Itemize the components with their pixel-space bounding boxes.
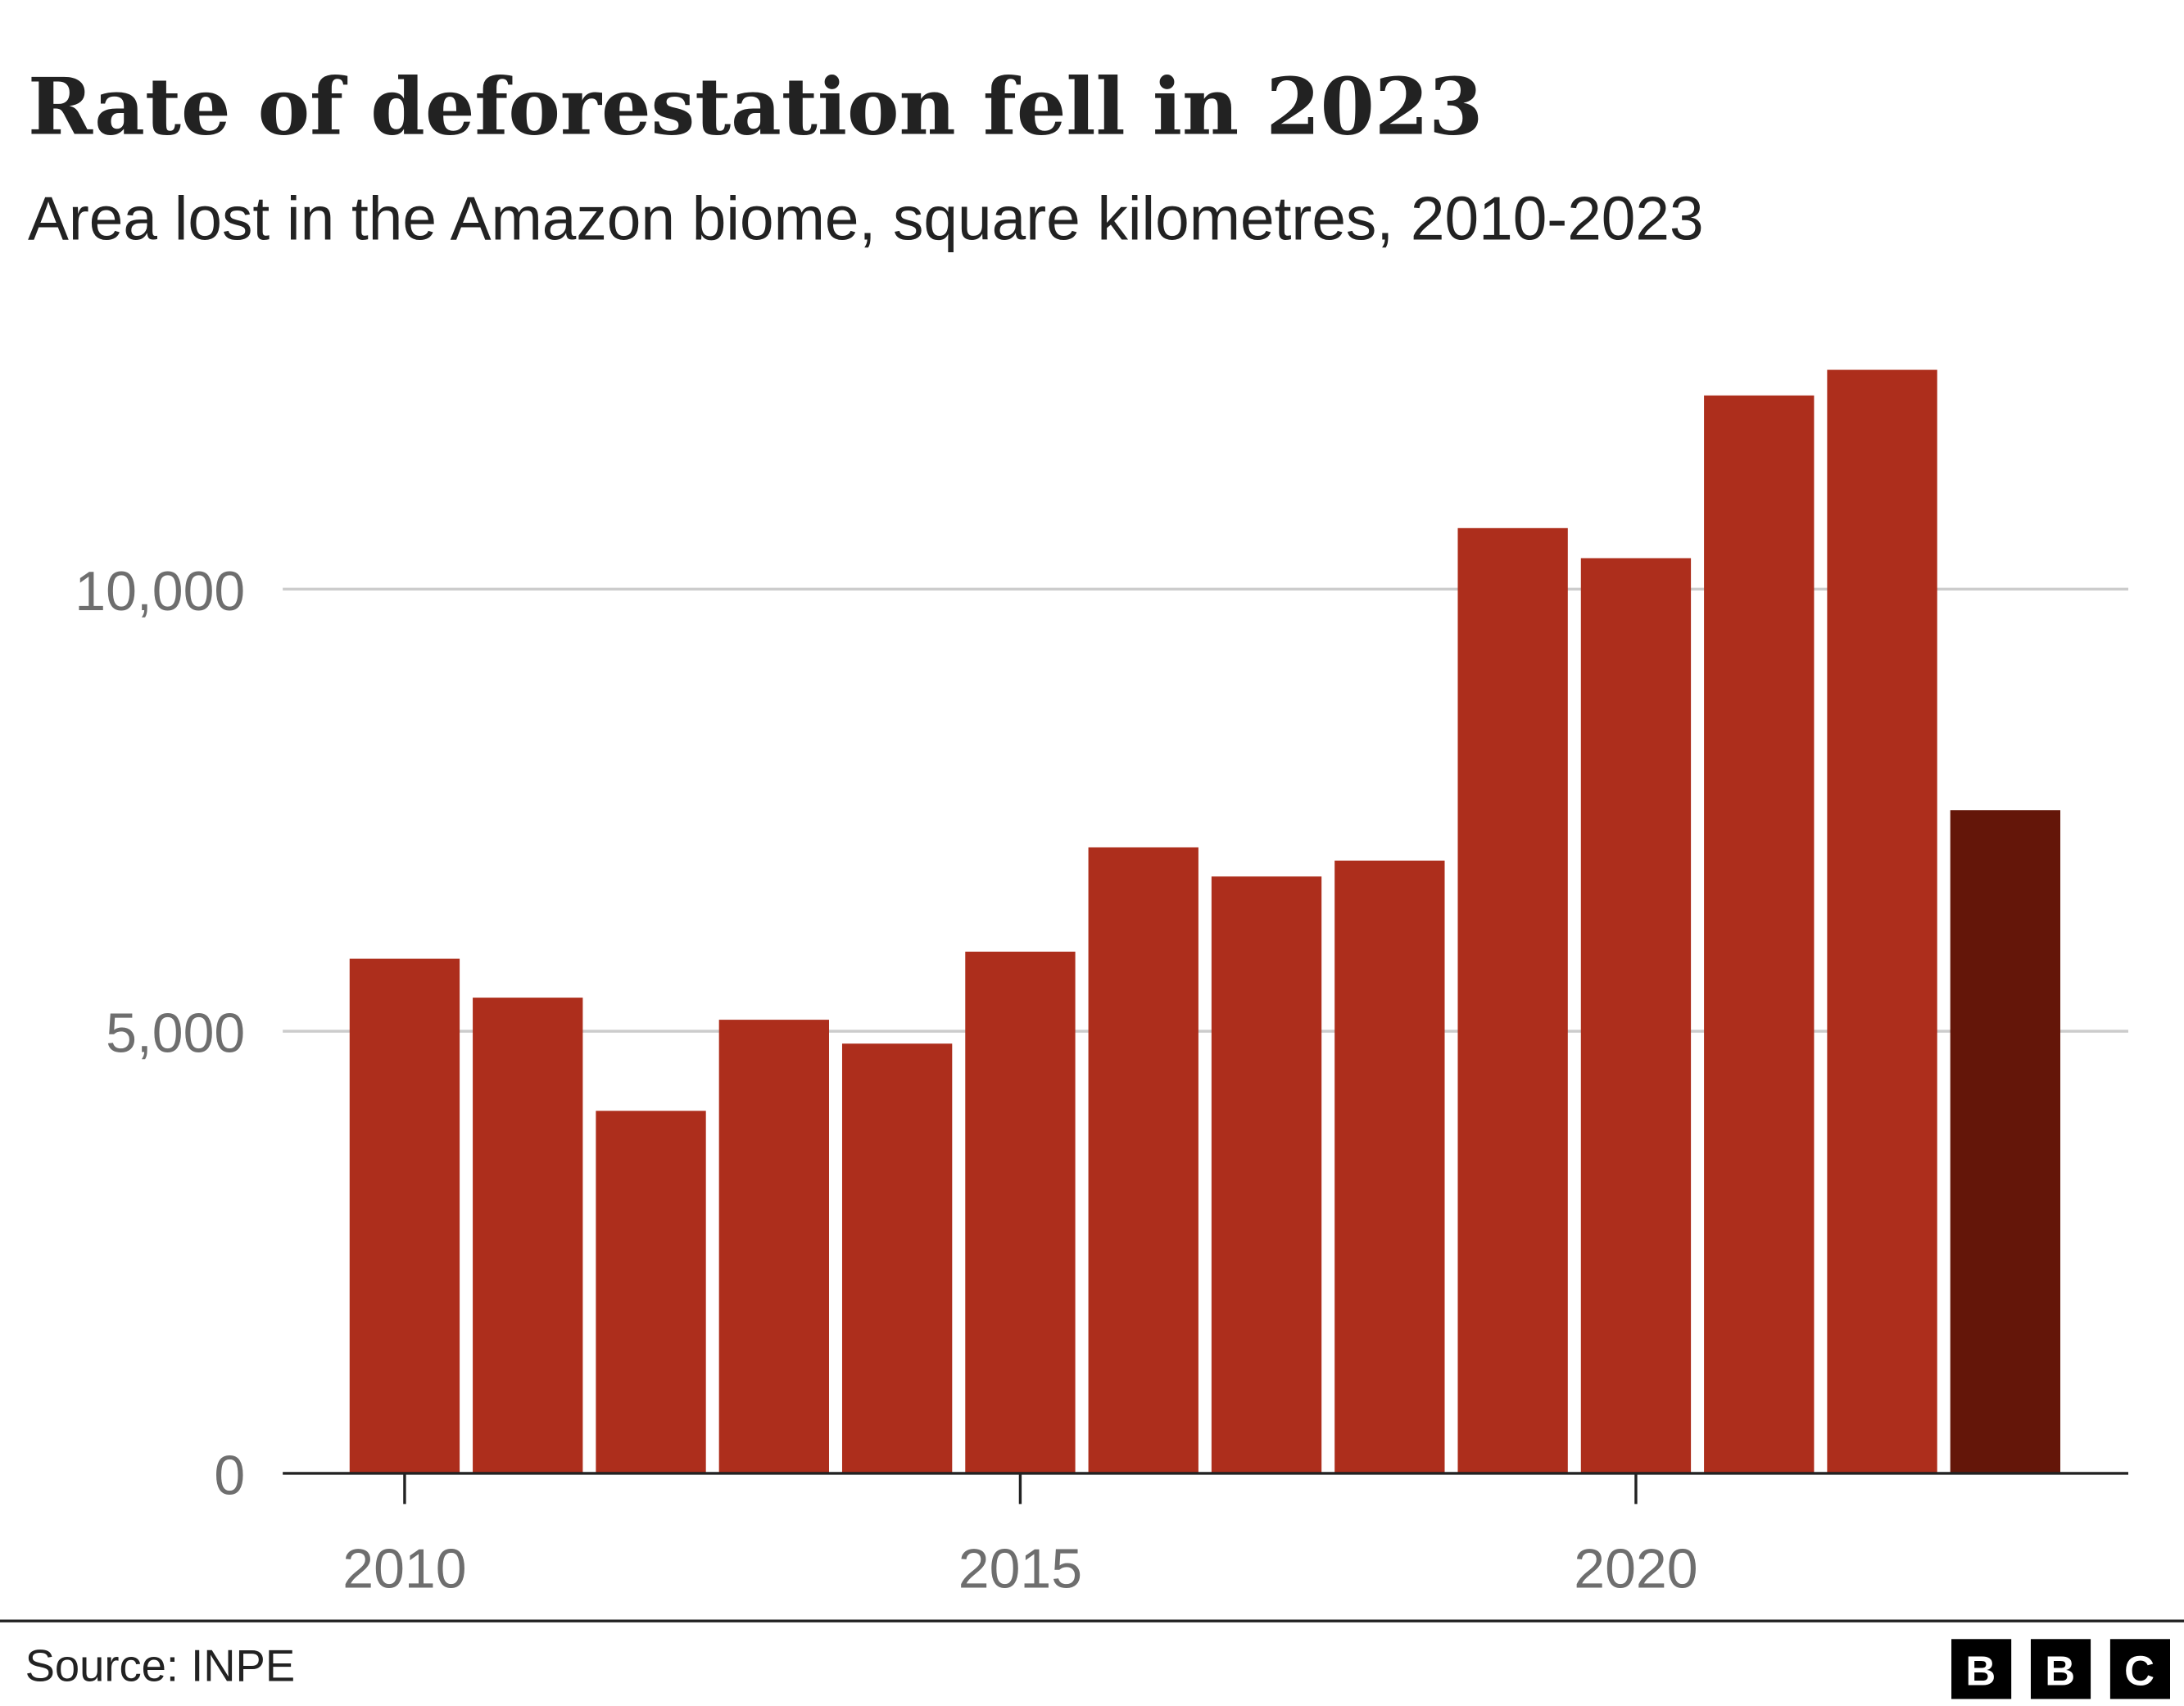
bar-2016 <box>1088 847 1198 1473</box>
bar-2022 <box>1827 369 1937 1473</box>
bar-2023 <box>1950 810 2061 1473</box>
x-tick-label: 2015 <box>958 1537 1082 1600</box>
y-tick-label: 10,000 <box>75 560 245 622</box>
svg-text:B: B <box>2045 1647 2075 1694</box>
y-tick-label: 5,000 <box>106 1002 245 1065</box>
gridlines <box>283 587 2128 1033</box>
bar-2013 <box>718 1020 829 1473</box>
x-tick-label: 2020 <box>1574 1537 1697 1600</box>
bar-2012 <box>596 1111 706 1473</box>
bar-2015 <box>965 951 1076 1473</box>
axes: 0 5,000 10,000 2010 2015 2020 <box>75 560 2128 1600</box>
bars <box>349 369 2061 1473</box>
chart-title: Rate of deforestation fell in 2023 <box>28 61 1483 152</box>
chart-subtitle: Area lost in the Amazon biome, square ki… <box>28 184 1704 253</box>
y-tick-label: 0 <box>214 1444 245 1506</box>
bar-2018 <box>1334 860 1445 1473</box>
bar-2011 <box>473 998 583 1473</box>
bar-2014 <box>841 1043 953 1473</box>
bar-2021 <box>1704 395 1815 1473</box>
svg-text:C: C <box>2124 1647 2155 1694</box>
bar-2019 <box>1457 527 1568 1473</box>
bar-2010 <box>349 958 460 1473</box>
source-text: Source: INPE <box>25 1640 296 1690</box>
bbc-logo: B B C <box>1951 1639 2170 1699</box>
bar-2017 <box>1211 876 1322 1473</box>
bar-2020 <box>1580 558 1692 1473</box>
svg-text:B: B <box>1965 1647 1996 1694</box>
x-tick-label: 2010 <box>342 1537 466 1600</box>
